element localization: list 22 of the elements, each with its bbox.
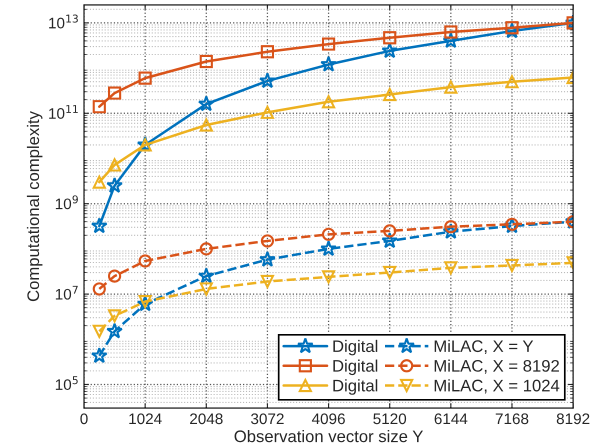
- x-tick-label: 2048: [190, 413, 223, 424]
- y-tick-label: 10$^{9}$: [56, 195, 78, 210]
- x-tick-label: 8192: [556, 413, 590, 424]
- x-tick-label: 7168: [496, 413, 528, 424]
- legend-label: MiLAC, X = 8192: [434, 360, 559, 374]
- legend-label: MiLAC, X = Y: [434, 340, 534, 354]
- x-tick-label: 3072: [251, 413, 284, 424]
- x-tick-label: 1024: [129, 413, 162, 424]
- x-tick-label: 4096: [312, 413, 345, 424]
- y-tick-label: 10$^{11}$: [49, 105, 78, 119]
- y-axis-title: Computational complexity: [26, 111, 42, 302]
- legend-label: Digital: [333, 379, 378, 395]
- y-tick-label: 10$^{5}$: [56, 376, 78, 390]
- x-tick-label: 5120: [373, 413, 406, 424]
- y-tick-label: 10$^{13}$: [49, 14, 78, 28]
- legend-label: MiLAC, X = 1024: [434, 379, 560, 394]
- x-axis-title: Observation vector size Y: [234, 430, 424, 442]
- y-tick-label: 10$^{7}$: [56, 286, 78, 300]
- x-tick-label: 6144: [434, 413, 468, 424]
- legend-label: Digital: [333, 360, 378, 376]
- legend-label: Digital: [333, 340, 378, 356]
- x-tick-label: 0: [80, 413, 88, 424]
